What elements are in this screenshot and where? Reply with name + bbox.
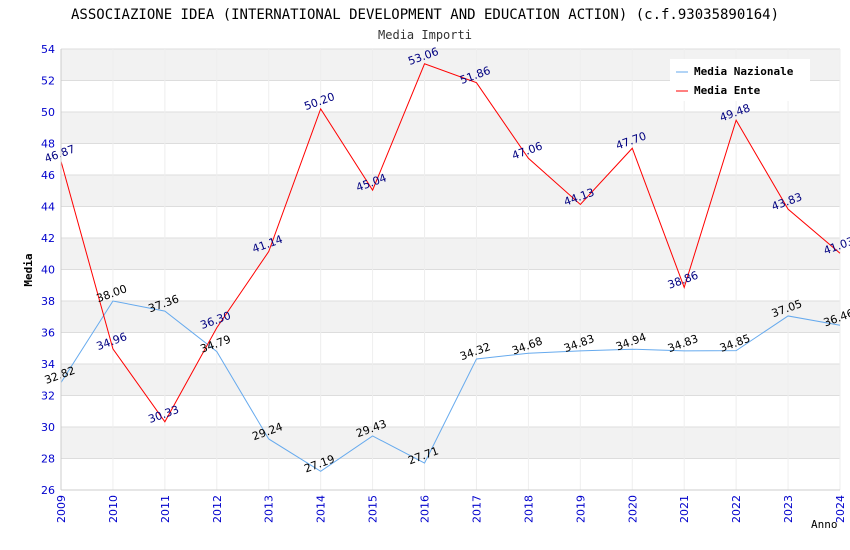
x-tick-label: 2019: [574, 495, 587, 523]
x-tick-label: 2023: [782, 495, 795, 523]
legend-item-ente: Media Ente: [694, 84, 761, 97]
grid-band: [61, 238, 840, 270]
x-tick-label: 2016: [419, 495, 432, 523]
x-tick-label: 2014: [315, 495, 328, 523]
x-tick-label: 2024: [834, 495, 847, 523]
data-label: 34.79: [199, 333, 233, 356]
data-label: 38.86: [666, 269, 700, 292]
legend-item-nazionale: Media Nazionale: [694, 65, 794, 78]
data-label: 34.32: [458, 340, 492, 363]
y-tick-label: 36: [41, 327, 55, 340]
y-tick-label: 46: [41, 169, 55, 182]
series-line-nazionale: [60, 300, 841, 472]
grid-band: [61, 112, 840, 144]
data-label: 50.20: [302, 90, 336, 113]
y-tick-label: 50: [41, 106, 55, 119]
chart-title: ASSOCIAZIONE IDEA (INTERNATIONAL DEVELOP…: [71, 7, 779, 23]
data-label: 34.83: [562, 332, 596, 355]
y-tick-label: 42: [41, 232, 55, 245]
y-tick-label: 34: [41, 358, 55, 371]
x-axis-label: Anno: [811, 518, 838, 531]
grid-band: [61, 427, 840, 459]
x-tick-label: 2017: [470, 495, 483, 523]
y-tick-label: 30: [41, 421, 55, 434]
x-tick-label: 2011: [159, 495, 172, 523]
x-tick-label: 2022: [730, 495, 743, 523]
y-tick-label: 44: [41, 201, 55, 214]
x-tick-label: 2010: [107, 495, 120, 523]
series-line-ente: [60, 63, 841, 423]
grid-band: [61, 175, 840, 207]
y-tick-label: 54: [41, 43, 55, 56]
y-tick-label: 48: [41, 138, 55, 151]
y-tick-label: 28: [41, 453, 55, 466]
y-tick-label: 32: [41, 390, 55, 403]
y-tick-label: 38: [41, 295, 55, 308]
data-label: 34.85: [718, 332, 752, 355]
grid-band: [61, 301, 840, 333]
x-tick-label: 2018: [522, 495, 535, 523]
y-axis-label: Media: [22, 253, 35, 286]
legend: Media Nazionale Media Ente: [670, 59, 810, 101]
data-label: 30.33: [147, 403, 181, 426]
data-label: 34.83: [666, 332, 700, 355]
x-tick-label: 2013: [263, 495, 276, 523]
y-tick-label: 52: [41, 75, 55, 88]
y-tick-label: 40: [41, 264, 55, 277]
x-tick-label: 2015: [367, 495, 380, 523]
chart-subtitle: Media Importi: [378, 28, 472, 42]
data-label: 34.96: [95, 330, 129, 353]
x-tick-label: 2021: [678, 495, 691, 523]
x-tick-label: 2020: [626, 495, 639, 523]
data-label: 34.68: [510, 335, 544, 358]
x-tick-label: 2009: [55, 495, 68, 523]
grid-band: [61, 364, 840, 396]
x-tick-label: 2012: [211, 495, 224, 523]
y-tick-label: 26: [41, 484, 55, 497]
